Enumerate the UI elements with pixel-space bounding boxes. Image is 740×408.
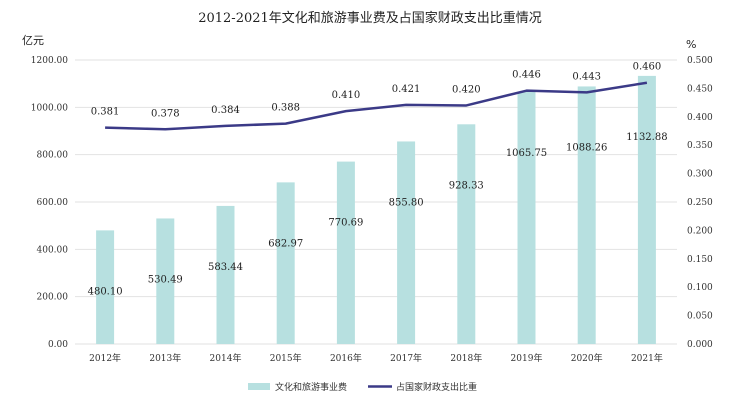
- line-data-labels: 0.381 0.378 0.384 0.388 0.410 0.421 0.420 0.446…: [91, 62, 661, 120]
- bar-series: [96, 75, 656, 345]
- x-tick-label: 2014年: [210, 352, 242, 364]
- x-tick-label: 2021年: [631, 352, 663, 364]
- x-tick-label: 2019年: [511, 352, 543, 364]
- bar: [216, 205, 235, 344]
- line-value-label: 0.443: [572, 71, 601, 82]
- x-tick-label: 2013年: [149, 352, 181, 364]
- legend-bar-swatch: [248, 383, 270, 390]
- left-tick-label: 1200.00: [31, 56, 68, 66]
- x-tick-label: 2015年: [270, 352, 302, 364]
- bar: [577, 86, 596, 345]
- x-tick-label: 2018年: [450, 352, 482, 364]
- bar-value-label: 1065.75: [506, 148, 547, 159]
- bar-data-labels: 480.10 530.49 583.44 682.97 770.69 855.80 928.…: [88, 132, 668, 297]
- x-tick-label: 2016年: [330, 352, 362, 364]
- line-value-label: 0.421: [392, 84, 421, 95]
- bar-value-label: 855.80: [389, 197, 424, 208]
- right-tick-label: 0.000: [687, 340, 713, 350]
- bar: [637, 75, 656, 344]
- bar: [457, 124, 476, 345]
- right-tick-label: 0.350: [687, 141, 713, 151]
- bar: [517, 91, 536, 345]
- right-axis: 0.000 0.050 0.100 0.150 0.200 0.250 0.300 0.350…: [687, 56, 713, 350]
- legend-line-label: 占国家财政支出比重: [396, 381, 477, 393]
- bar: [96, 230, 115, 344]
- left-axis-unit: 亿元: [22, 34, 44, 47]
- right-tick-label: 0.500: [687, 56, 713, 66]
- right-tick-label: 0.450: [687, 84, 713, 94]
- x-tick-label: 2020年: [571, 352, 603, 364]
- right-tick-label: 0.400: [687, 113, 713, 123]
- line-value-label: 0.381: [91, 107, 120, 118]
- line-value-label: 0.420: [452, 84, 481, 95]
- x-tick-label: 2017年: [390, 352, 422, 364]
- bar-value-label: 530.49: [148, 274, 183, 285]
- bar-value-label: 928.33: [449, 180, 484, 191]
- line-series: [105, 81, 648, 131]
- left-tick-label: 1000.00: [31, 103, 68, 113]
- right-tick-label: 0.300: [687, 170, 713, 180]
- legend: 文化和旅游事业费 占国家财政支出比重: [248, 381, 477, 393]
- legend-bar-label: 文化和旅游事业费: [275, 381, 347, 393]
- bar-value-label: 480.10: [88, 286, 123, 297]
- bar-value-label: 682.97: [268, 238, 303, 249]
- bar-value-label: 770.69: [328, 218, 363, 229]
- chart-title: 2012-2021年文化和旅游事业费及占国家财政支出比重情况: [198, 10, 542, 26]
- right-axis-unit: %: [686, 38, 696, 51]
- bar: [397, 141, 416, 344]
- line-value-label: 0.388: [271, 103, 300, 114]
- x-axis: 2012年 2013年 2014年 2015年 2016年 2017年 2018年 2019年…: [89, 352, 663, 364]
- left-axis: 0.00 200.00 400.00 600.00 800.00 1000.00 1200.…: [31, 56, 68, 350]
- x-tick-label: 2012年: [89, 352, 121, 364]
- left-tick-label: 800.00: [37, 151, 69, 161]
- line-path: [105, 81, 648, 131]
- right-tick-label: 0.100: [687, 283, 713, 293]
- left-tick-label: 0.00: [48, 340, 68, 350]
- line-value-label: 0.460: [633, 62, 662, 73]
- line-value-label: 0.384: [211, 105, 240, 116]
- line-value-label: 0.410: [332, 90, 361, 101]
- bar-value-label: 1132.88: [626, 132, 667, 143]
- left-tick-label: 200.00: [37, 293, 69, 303]
- right-tick-label: 0.150: [687, 255, 713, 265]
- left-tick-label: 600.00: [37, 198, 69, 208]
- line-value-label: 0.378: [151, 108, 180, 119]
- right-tick-label: 0.050: [687, 312, 713, 322]
- right-tick-label: 0.250: [687, 198, 713, 208]
- bar: [156, 218, 175, 344]
- bar-value-label: 583.44: [208, 262, 243, 273]
- right-tick-label: 0.200: [687, 226, 713, 236]
- bar: [276, 182, 295, 344]
- bar-value-label: 1088.26: [566, 142, 607, 153]
- bar: [336, 161, 355, 344]
- left-tick-label: 400.00: [37, 245, 69, 255]
- line-value-label: 0.446: [512, 70, 541, 81]
